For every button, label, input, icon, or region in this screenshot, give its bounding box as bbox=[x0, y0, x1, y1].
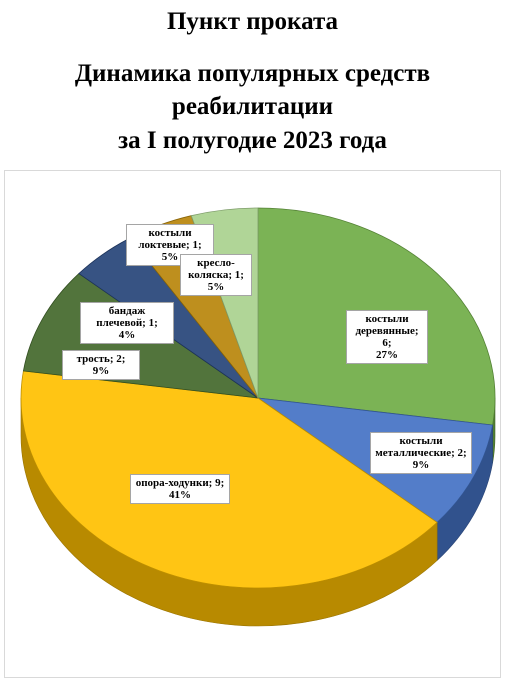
data-label-text: кресло-коляска; 1; bbox=[188, 257, 244, 281]
data-label-percent: 9% bbox=[92, 365, 110, 377]
data-label-1: костыли деревянные; 6; 27% bbox=[346, 310, 428, 364]
data-label-4: трость; 2; 9% bbox=[62, 350, 140, 380]
data-label-7: кресло-коляска; 1; 5% bbox=[180, 254, 252, 296]
data-label-text: костыли деревянные; 6; bbox=[355, 313, 419, 349]
title-line-2: Динамика популярных средств bbox=[74, 60, 431, 87]
data-label-percent: 5% bbox=[161, 251, 179, 263]
data-label-percent: 4% bbox=[118, 329, 136, 341]
title-line-3: реабилитации bbox=[171, 93, 334, 120]
pie-top bbox=[20, 207, 496, 589]
data-label-5: бандаж плечевой; 1; 4% bbox=[80, 302, 174, 344]
title-line-4: за I полугодие 2023 года bbox=[118, 127, 387, 154]
data-label-text: костыли металлические; 2; bbox=[375, 435, 467, 459]
data-label-2: костыли металлические; 2; 9% bbox=[370, 432, 472, 474]
data-label-text: костыли локтевые; 1; bbox=[138, 227, 202, 251]
data-label-percent: 9% bbox=[412, 459, 430, 471]
data-label-text: бандаж плечевой; 1; bbox=[96, 305, 158, 329]
pie-side-walls bbox=[20, 397, 496, 627]
data-label-text: опора-ходунки; 9; bbox=[135, 477, 225, 489]
data-label-text: трость; 2; bbox=[76, 353, 126, 365]
data-label-percent: 41% bbox=[169, 489, 191, 501]
data-label-percent: 27% bbox=[376, 349, 398, 361]
data-label-3: опора-ходунки; 9; 41% bbox=[130, 474, 230, 504]
data-label-percent: 5% bbox=[207, 281, 225, 293]
title-line-1: Пункт проката bbox=[166, 8, 339, 35]
